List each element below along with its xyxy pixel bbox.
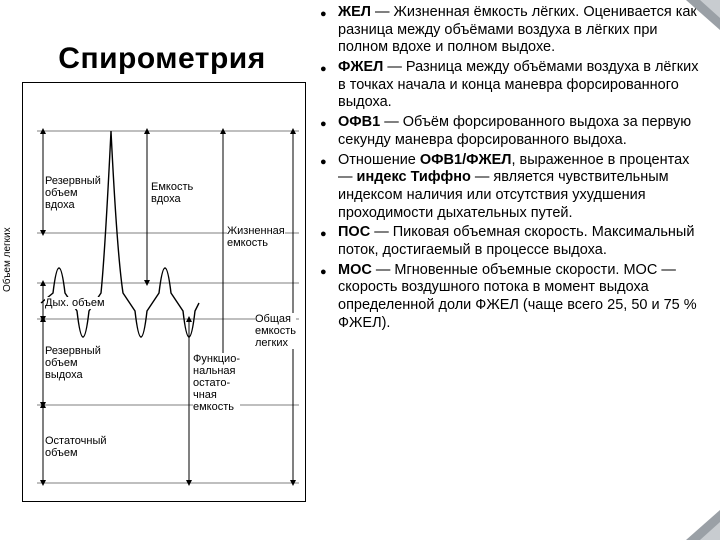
diagram-label: Функцио-нальнаяостато-чнаяемкость xyxy=(193,353,240,413)
y-axis-label: Объем легких xyxy=(2,227,13,292)
slide-title: Спирометрия xyxy=(8,42,316,76)
bullet-dot-icon: ● xyxy=(320,224,338,259)
diagram-label: Дых. объем xyxy=(45,297,105,309)
diagram-label: Общаяемкостьлегких xyxy=(255,313,296,349)
definition-text: ФЖЕЛ — Разница между объёмами воздуха в … xyxy=(338,59,704,112)
diagram-label: Жизненнаяемкость xyxy=(227,225,285,249)
definition-item: ●ФЖЕЛ — Разница между объёмами воздуха в… xyxy=(320,59,704,112)
spirometry-diagram: Объем легких РезервныйобъемвдохаЕмкостьв… xyxy=(8,82,308,502)
bullet-dot-icon: ● xyxy=(320,152,338,223)
corner-decor-top-right xyxy=(660,0,720,48)
diagram-label: Остаточныйобъем xyxy=(45,435,107,459)
definition-item: ●ОФВ1 — Объём форсированного выдоха за п… xyxy=(320,114,704,149)
definition-item: ●ПОС — Пиковая объемная скорость. Максим… xyxy=(320,224,704,259)
definition-text: ПОС — Пиковая объемная скорость. Максима… xyxy=(338,224,704,259)
definition-item: ●МОС — Мгновенные объемные скорости. МОС… xyxy=(320,262,704,333)
definitions-list: ●ЖЕЛ — Жизненная ёмкость лёгких. Оценива… xyxy=(320,4,704,332)
diagram-label: Резервныйобъемвыдоха xyxy=(45,345,101,381)
definition-text: Отношение ОФВ1/ФЖЕЛ, выраженное в процен… xyxy=(338,152,704,223)
diagram-label: Емкостьвдоха xyxy=(151,181,193,205)
diagram-label: Резервныйобъемвдоха xyxy=(45,175,101,211)
definition-text: ОФВ1 — Объём форсированного выдоха за пе… xyxy=(338,114,704,149)
right-column: ●ЖЕЛ — Жизненная ёмкость лёгких. Оценива… xyxy=(320,0,720,540)
bullet-dot-icon: ● xyxy=(320,4,338,57)
bullet-dot-icon: ● xyxy=(320,262,338,333)
bullet-dot-icon: ● xyxy=(320,59,338,112)
page-root: Спирометрия Объем легких Резервныйобъемв… xyxy=(0,0,720,540)
definition-text: МОС — Мгновенные объемные скорости. МОС … xyxy=(338,262,704,333)
definition-item: ●Отношение ОФВ1/ФЖЕЛ, выраженное в проце… xyxy=(320,152,704,223)
left-column: Спирометрия Объем легких Резервныйобъемв… xyxy=(0,0,320,540)
definition-item: ●ЖЕЛ — Жизненная ёмкость лёгких. Оценива… xyxy=(320,4,704,57)
diagram-frame: Резервныйобъемвдоха Емкостьвдоха Жизненная… xyxy=(22,82,306,502)
bullet-dot-icon: ● xyxy=(320,114,338,149)
definition-text: ЖЕЛ — Жизненная ёмкость лёгких. Оценивае… xyxy=(338,4,704,57)
corner-decor-bottom-right xyxy=(660,492,720,540)
